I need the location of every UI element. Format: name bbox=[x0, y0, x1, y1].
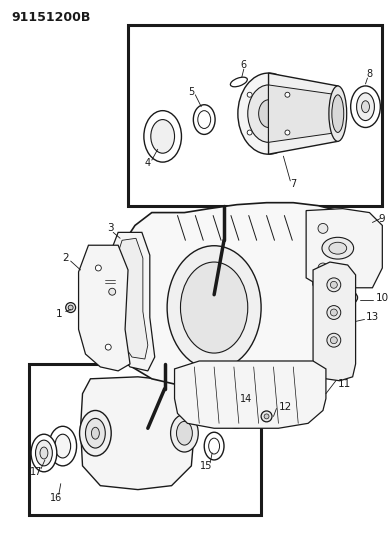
Ellipse shape bbox=[55, 434, 71, 458]
Text: 10: 10 bbox=[376, 293, 388, 303]
Circle shape bbox=[95, 265, 101, 271]
Text: 3: 3 bbox=[107, 223, 114, 233]
Ellipse shape bbox=[329, 243, 347, 254]
Ellipse shape bbox=[171, 415, 198, 452]
Circle shape bbox=[285, 130, 290, 135]
Ellipse shape bbox=[176, 422, 192, 445]
Ellipse shape bbox=[49, 426, 76, 466]
Ellipse shape bbox=[198, 111, 211, 128]
Ellipse shape bbox=[351, 86, 380, 127]
Circle shape bbox=[327, 278, 341, 292]
Text: 7: 7 bbox=[290, 179, 296, 189]
Polygon shape bbox=[269, 73, 338, 154]
Circle shape bbox=[330, 281, 337, 288]
Polygon shape bbox=[108, 232, 155, 371]
Text: 1: 1 bbox=[55, 310, 62, 319]
Ellipse shape bbox=[343, 294, 353, 301]
Circle shape bbox=[247, 92, 252, 97]
Polygon shape bbox=[269, 85, 338, 142]
Ellipse shape bbox=[151, 119, 174, 153]
Polygon shape bbox=[29, 364, 261, 515]
Circle shape bbox=[318, 263, 328, 273]
Polygon shape bbox=[306, 208, 382, 288]
Text: 8: 8 bbox=[367, 69, 372, 79]
Text: 2: 2 bbox=[62, 253, 69, 263]
Circle shape bbox=[285, 92, 290, 97]
Circle shape bbox=[68, 305, 73, 310]
Ellipse shape bbox=[322, 237, 354, 259]
Ellipse shape bbox=[36, 440, 53, 466]
Ellipse shape bbox=[332, 95, 344, 132]
Circle shape bbox=[261, 411, 272, 422]
Text: 4: 4 bbox=[145, 158, 151, 168]
Circle shape bbox=[105, 344, 111, 350]
Ellipse shape bbox=[361, 101, 369, 112]
Polygon shape bbox=[115, 238, 148, 359]
Ellipse shape bbox=[40, 447, 48, 459]
Ellipse shape bbox=[329, 86, 347, 141]
Circle shape bbox=[109, 288, 116, 295]
Polygon shape bbox=[80, 377, 194, 490]
Text: 6: 6 bbox=[241, 60, 247, 70]
Text: 9: 9 bbox=[379, 214, 385, 223]
Circle shape bbox=[318, 223, 328, 233]
Ellipse shape bbox=[209, 438, 220, 454]
Circle shape bbox=[327, 305, 341, 319]
Ellipse shape bbox=[230, 405, 242, 422]
Polygon shape bbox=[174, 361, 326, 429]
Ellipse shape bbox=[91, 427, 99, 439]
Text: 17: 17 bbox=[30, 467, 42, 477]
Text: 16: 16 bbox=[50, 492, 62, 503]
Text: 14: 14 bbox=[240, 393, 252, 403]
Ellipse shape bbox=[357, 93, 374, 120]
Text: 15: 15 bbox=[200, 461, 212, 471]
Ellipse shape bbox=[85, 418, 105, 448]
Circle shape bbox=[264, 414, 269, 419]
Text: 12: 12 bbox=[278, 401, 292, 411]
Ellipse shape bbox=[167, 246, 261, 369]
Circle shape bbox=[330, 337, 337, 344]
Ellipse shape bbox=[338, 290, 358, 304]
Ellipse shape bbox=[204, 432, 224, 460]
Polygon shape bbox=[313, 262, 356, 381]
Ellipse shape bbox=[225, 399, 247, 429]
Ellipse shape bbox=[31, 434, 57, 472]
Text: 5: 5 bbox=[188, 87, 194, 97]
Ellipse shape bbox=[248, 85, 289, 142]
Polygon shape bbox=[128, 25, 382, 206]
Polygon shape bbox=[78, 245, 130, 371]
Ellipse shape bbox=[238, 73, 299, 154]
Text: 11: 11 bbox=[338, 379, 351, 389]
Circle shape bbox=[327, 333, 341, 347]
Ellipse shape bbox=[144, 111, 181, 162]
Text: 13: 13 bbox=[365, 312, 379, 322]
Text: 91151200B: 91151200B bbox=[11, 11, 91, 24]
Circle shape bbox=[247, 130, 252, 135]
Ellipse shape bbox=[259, 100, 278, 127]
Polygon shape bbox=[112, 203, 346, 387]
Circle shape bbox=[330, 309, 337, 316]
Ellipse shape bbox=[193, 104, 215, 134]
Ellipse shape bbox=[180, 262, 248, 353]
Ellipse shape bbox=[230, 77, 247, 87]
Circle shape bbox=[66, 303, 76, 312]
Ellipse shape bbox=[80, 410, 111, 456]
